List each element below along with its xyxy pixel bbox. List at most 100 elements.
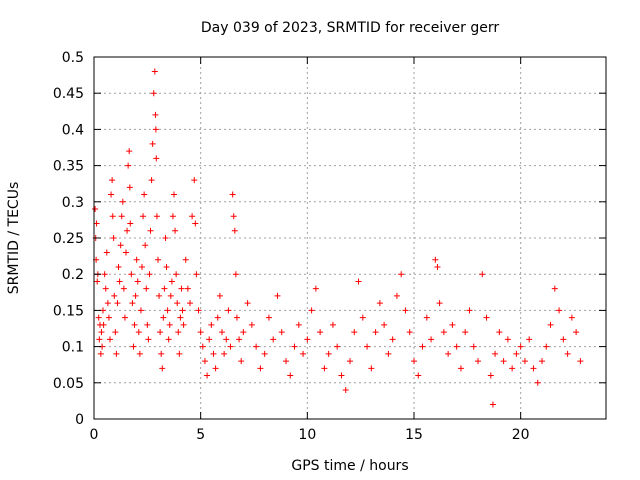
data-point — [389, 336, 396, 343]
x-tick-label: 10 — [298, 427, 316, 443]
data-point — [167, 292, 174, 299]
data-point — [171, 191, 177, 198]
data-point — [283, 358, 289, 365]
data-point — [175, 329, 182, 336]
data-point — [147, 227, 154, 234]
data-point — [153, 155, 160, 162]
data-point — [325, 350, 332, 357]
data-point — [321, 365, 328, 372]
data-point — [364, 343, 371, 350]
data-point — [98, 329, 105, 336]
data-point — [434, 263, 441, 270]
data-point — [526, 336, 533, 343]
data-point — [436, 300, 443, 307]
data-point — [381, 321, 388, 328]
data-point — [179, 307, 186, 314]
data-point — [487, 372, 494, 379]
data-point — [97, 350, 104, 357]
y-axis-label: SRMTID / TECUs — [6, 182, 22, 295]
data-point — [155, 256, 161, 263]
data-point — [432, 256, 439, 263]
data-point — [539, 358, 545, 365]
data-point — [145, 336, 152, 343]
data-point — [123, 249, 129, 256]
data-point — [102, 285, 109, 292]
data-point — [168, 278, 175, 285]
data-point — [192, 220, 199, 227]
data-point — [109, 213, 116, 220]
data-point — [334, 343, 341, 350]
data-point — [479, 271, 486, 278]
data-point — [229, 191, 236, 198]
data-point — [577, 358, 584, 365]
data-point — [156, 292, 163, 299]
data-point — [105, 314, 112, 321]
data-point — [466, 307, 473, 314]
data-point — [393, 292, 400, 299]
data-point — [117, 242, 124, 249]
data-point — [372, 329, 379, 336]
data-point — [166, 321, 173, 328]
data-point — [270, 336, 277, 343]
data-point — [543, 343, 550, 350]
data-point — [457, 365, 464, 372]
data-point — [174, 300, 181, 307]
data-point — [130, 343, 137, 350]
data-point — [295, 321, 302, 328]
data-point — [500, 358, 507, 365]
data-point — [136, 350, 143, 357]
data-point — [163, 263, 170, 270]
data-point — [114, 300, 121, 307]
data-point — [142, 242, 149, 249]
data-point — [109, 177, 116, 184]
y-tick-label: 0 — [75, 412, 84, 428]
data-point — [95, 314, 102, 321]
data-point — [573, 329, 580, 336]
data-point — [197, 329, 204, 336]
y-tick-label: 0.25 — [53, 231, 84, 247]
data-point — [164, 307, 171, 314]
data-point — [483, 314, 490, 321]
data-point — [248, 321, 255, 328]
data-point — [534, 379, 541, 386]
x-tick-label: 0 — [90, 427, 99, 443]
data-point — [184, 285, 191, 292]
data-point — [308, 307, 315, 314]
data-point — [176, 350, 183, 357]
data-point — [376, 300, 383, 307]
data-point — [453, 343, 460, 350]
data-point — [161, 285, 168, 292]
data-point — [504, 336, 511, 343]
data-point — [169, 213, 176, 220]
data-point — [440, 329, 447, 336]
data-point — [304, 336, 311, 343]
data-point — [94, 278, 101, 285]
data-point — [101, 271, 108, 278]
data-point — [172, 227, 179, 234]
data-point — [128, 271, 135, 278]
data-point — [338, 372, 345, 379]
data-point — [140, 213, 147, 220]
data-point — [182, 256, 189, 263]
data-point — [177, 314, 184, 321]
data-point — [274, 292, 281, 299]
data-point — [195, 307, 202, 314]
data-point — [244, 300, 251, 307]
data-point — [126, 148, 133, 155]
data-point — [165, 336, 172, 343]
data-point — [115, 263, 122, 270]
data-point — [137, 307, 144, 314]
data-point — [556, 307, 563, 314]
data-point — [530, 365, 537, 372]
grid — [94, 57, 606, 419]
data-point — [157, 329, 164, 336]
data-point — [135, 329, 142, 336]
y-tick-label: 0.1 — [62, 340, 84, 356]
data-point — [560, 336, 567, 343]
data-point — [201, 358, 208, 365]
x-axis-label: GPS time / hours — [291, 458, 408, 474]
data-point — [111, 292, 118, 299]
data-point — [204, 372, 211, 379]
data-point — [214, 314, 221, 321]
